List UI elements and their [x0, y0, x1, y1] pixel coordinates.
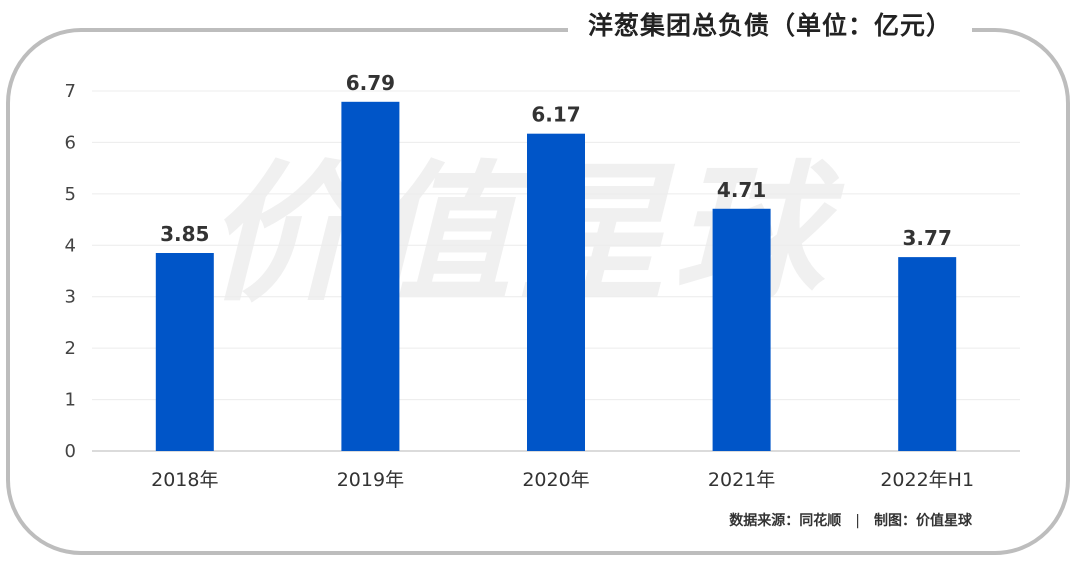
y-tick-label: 6	[65, 132, 76, 153]
x-category-label: 2021年	[708, 469, 775, 491]
chart-frame	[6, 28, 1070, 555]
y-tick-label: 2	[65, 338, 76, 359]
bar	[712, 208, 771, 451]
bars	[155, 101, 957, 452]
source-note: 数据来源：同花顺 | 制图：价值星球	[729, 510, 972, 530]
x-category-label: 2020年	[522, 469, 589, 491]
data-source: 数据来源：同花顺	[729, 513, 842, 529]
x-category-label: 2019年	[337, 469, 404, 491]
x-axis-categories: 2018年 2019年 2020年 2021年 2022年H1	[151, 469, 974, 491]
y-tick-label: 4	[65, 235, 76, 256]
x-category-label: 2018年	[151, 469, 218, 491]
bar-value-label: 3.77	[903, 226, 952, 250]
bar-value-label: 6.79	[346, 71, 395, 95]
source-separator: |	[855, 513, 860, 529]
y-tick-label: 1	[65, 390, 76, 411]
y-tick-label: 5	[65, 184, 76, 205]
bar	[527, 133, 585, 451]
data-labels: 3.85 6.79 6.17 4.71 3.77	[160, 71, 952, 250]
y-tick-label: 3	[65, 287, 76, 308]
bar-value-label: 3.85	[160, 222, 209, 246]
chart-maker: 制图：价值星球	[874, 513, 972, 529]
y-tick-label: 7	[65, 81, 76, 102]
chart-title: 洋葱集团总负债（单位：亿元）	[568, 4, 973, 48]
bar-value-label: 6.17	[531, 103, 580, 127]
x-category-label: 2022年H1	[880, 469, 974, 491]
bar	[898, 257, 957, 451]
bar-value-label: 4.71	[717, 178, 766, 202]
bar	[155, 253, 214, 451]
y-axis-ticks: 0 1 2 3 4 5 6 7	[65, 81, 76, 462]
y-tick-label: 0	[65, 441, 76, 462]
bar	[341, 101, 400, 452]
